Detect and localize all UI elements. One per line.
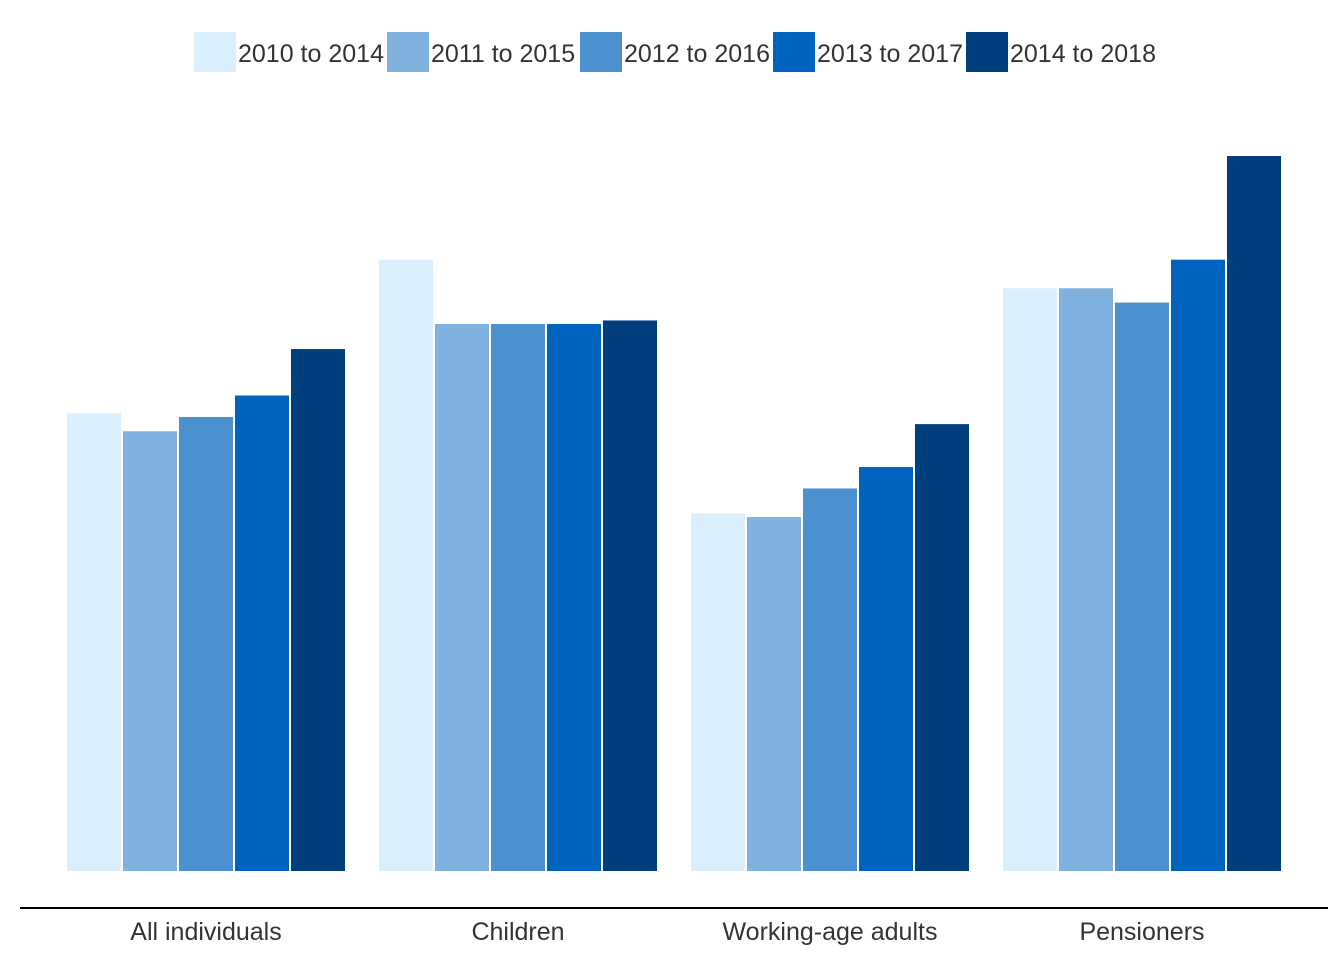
legend-swatch-1 [194,32,236,72]
x-tick-label-2: Children [471,918,564,946]
bar-4-4 [1171,259,1225,871]
bar-2-2 [435,324,489,871]
bar-2-3 [491,324,545,871]
x-tick-label-1: All individuals [130,918,281,946]
bar-2-1 [379,259,433,871]
bar-2-5 [603,320,657,871]
bar-3-5 [915,424,969,871]
bar-4-3 [1115,302,1169,871]
bar-4-5 [1227,156,1281,871]
legend-label-3: 2012 to 2016 [624,40,770,68]
legend-label-1: 2010 to 2014 [238,40,384,68]
bar-3-3 [803,488,857,871]
legend-swatch-4 [773,32,815,72]
x-tick-label-4: Pensioners [1079,918,1204,946]
legend-swatch-2 [387,32,429,72]
bar-4-2 [1059,288,1113,871]
bar-1-1 [67,413,121,871]
bar-3-4 [859,467,913,871]
legend-swatch-3 [580,32,622,72]
bar-1-4 [235,395,289,871]
bar-1-5 [291,349,345,871]
bar-4-1 [1003,288,1057,871]
bar-1-2 [123,431,177,871]
bar-1-3 [179,416,233,871]
bar-2-4 [547,324,601,871]
legend-swatch-5 [966,32,1008,72]
legend-label-2: 2011 to 2015 [431,40,575,68]
bars [67,156,1281,871]
legend: 2010 to 2014 2011 to 2015 2012 to 2016 2013… [194,32,1156,72]
x-tick-label-3: Working-age adults [723,918,938,946]
bar-3-1 [691,513,745,871]
legend-label-5: 2014 to 2018 [1010,40,1156,68]
x-axis-tick-labels: All individuals Children Working-age adult… [130,918,1204,946]
bar-3-2 [747,517,801,871]
legend-label-4: 2013 to 2017 [817,40,963,68]
